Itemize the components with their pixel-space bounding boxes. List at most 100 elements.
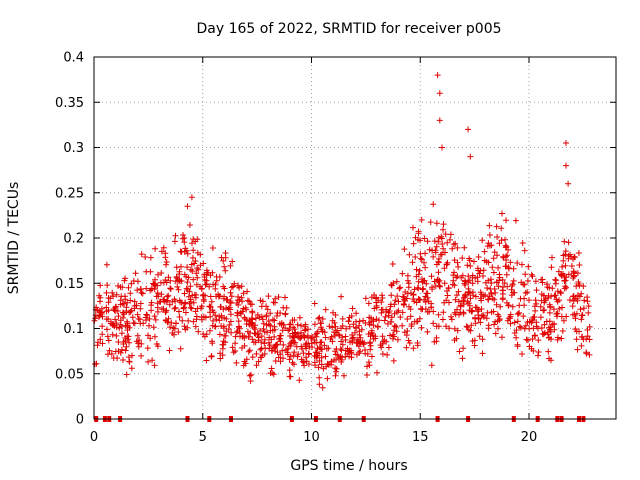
data-point <box>312 362 318 369</box>
data-point <box>392 322 398 329</box>
data-point <box>222 332 229 339</box>
data-point <box>186 222 193 228</box>
data-point <box>437 251 444 258</box>
y-axis-label: SRMTID / TECUs <box>6 182 22 295</box>
data-point <box>317 346 324 353</box>
x-tick-label: 0 <box>90 430 98 445</box>
data-point <box>421 277 428 284</box>
data-point <box>425 298 432 305</box>
data-point <box>184 203 191 210</box>
data-point <box>452 296 459 303</box>
data-point <box>120 357 126 363</box>
data-point <box>115 348 122 355</box>
data-point <box>477 295 484 302</box>
data-point <box>126 358 133 365</box>
data-point <box>228 329 235 336</box>
data-point <box>416 267 423 274</box>
data-point <box>227 318 234 325</box>
data-point <box>323 363 330 370</box>
data-point <box>291 361 297 368</box>
data-point <box>460 301 467 308</box>
data-point <box>562 283 569 290</box>
data-point <box>271 317 278 324</box>
data-point <box>366 314 373 321</box>
data-point <box>206 303 213 310</box>
data-point <box>430 320 437 327</box>
data-point <box>179 317 186 324</box>
data-point <box>241 342 248 349</box>
data-point <box>436 117 443 124</box>
data-point <box>417 305 424 312</box>
data-point <box>152 276 158 283</box>
grid-lines <box>94 57 616 419</box>
data-point <box>332 372 339 379</box>
data-point <box>175 329 182 335</box>
data-point <box>584 333 591 340</box>
data-point <box>221 285 228 292</box>
data-point <box>362 347 368 353</box>
data-point <box>280 355 286 362</box>
data-point <box>197 283 204 290</box>
data-point <box>357 348 364 355</box>
data-point <box>472 293 479 300</box>
data-point <box>370 335 377 342</box>
y-tick-label: 0.15 <box>55 277 84 292</box>
data-point <box>444 292 451 299</box>
data-point <box>544 284 551 291</box>
data-point <box>557 289 564 296</box>
data-point <box>417 237 423 244</box>
data-point <box>233 300 240 306</box>
data-point <box>339 315 346 322</box>
data-point <box>550 306 557 313</box>
data-point <box>565 271 572 278</box>
data-point <box>508 292 515 299</box>
data-point <box>150 324 157 331</box>
data-point <box>184 287 191 293</box>
data-point <box>514 260 521 266</box>
data-point <box>482 279 489 286</box>
data-point <box>366 362 373 369</box>
data-point <box>292 329 299 336</box>
data-point <box>387 332 393 339</box>
data-point <box>538 325 545 331</box>
data-point <box>276 336 282 343</box>
data-point <box>494 234 501 240</box>
data-point <box>511 319 518 326</box>
data-point <box>467 295 474 302</box>
data-point <box>234 328 241 335</box>
data-point <box>273 342 280 348</box>
data-point <box>250 339 257 346</box>
data-point <box>291 334 298 341</box>
data-point <box>344 345 351 352</box>
data-point <box>492 330 499 337</box>
data-point <box>519 351 525 357</box>
data-point <box>443 323 449 330</box>
data-point <box>207 293 214 300</box>
data-point <box>480 273 486 279</box>
data-point <box>347 339 353 346</box>
data-point <box>478 306 485 312</box>
data-point <box>486 222 493 229</box>
data-point <box>97 294 104 301</box>
data-point <box>462 293 469 300</box>
data-point <box>494 311 501 318</box>
data-point <box>277 332 284 339</box>
data-point <box>254 331 261 338</box>
data-point <box>203 357 210 364</box>
data-point <box>314 352 321 359</box>
data-point <box>203 277 210 284</box>
data-point <box>462 282 469 288</box>
data-point <box>565 255 572 262</box>
data-point <box>365 359 372 366</box>
data-point <box>393 278 400 285</box>
data-point <box>499 210 505 217</box>
data-point <box>259 298 266 305</box>
data-point <box>440 226 446 233</box>
data-point <box>282 310 289 317</box>
data-point <box>559 263 566 270</box>
data-point <box>181 323 188 330</box>
data-point <box>379 292 385 299</box>
data-point <box>181 290 188 297</box>
data-point <box>391 333 397 340</box>
data-point <box>397 284 404 291</box>
